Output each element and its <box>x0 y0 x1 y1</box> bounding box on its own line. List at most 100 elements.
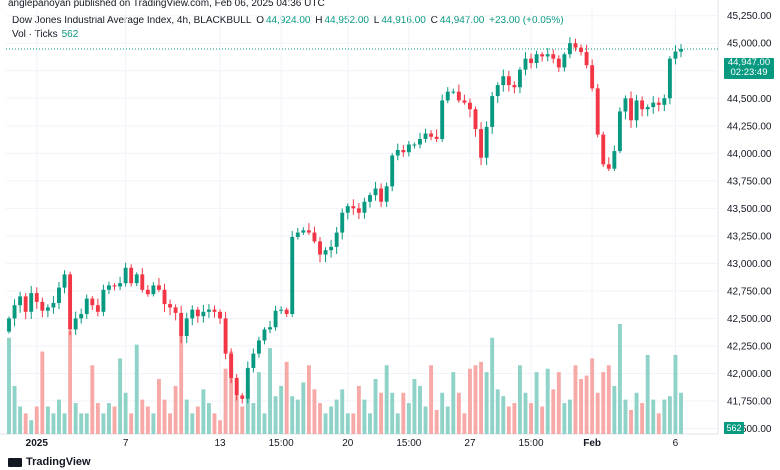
volume-bar <box>273 396 278 434</box>
ohlc-high-label: H <box>315 15 323 26</box>
candle-body <box>112 285 117 287</box>
volume-bar <box>95 403 100 434</box>
time-tick-label: 15:00 <box>519 438 544 449</box>
volume-bar <box>567 399 572 434</box>
candle-body <box>412 144 417 146</box>
candle-body <box>667 58 672 99</box>
price-tick-label: 44,250.00 <box>727 121 772 132</box>
candle-body <box>651 102 656 108</box>
volume-bar <box>340 389 345 434</box>
chart-grid <box>0 0 719 435</box>
volume-bar <box>662 399 667 434</box>
candle-body <box>273 310 278 328</box>
candle-body <box>445 91 450 101</box>
candle-body <box>629 98 633 121</box>
volume-bar <box>345 413 350 434</box>
volume-bar <box>540 406 545 434</box>
candle-body <box>306 230 311 233</box>
candle-body <box>134 274 139 284</box>
volume-bar <box>412 379 417 434</box>
candle-body <box>262 329 267 341</box>
ohlc-low: 44,916.00 <box>381 15 426 26</box>
candle-body <box>440 100 445 139</box>
symbol-legend: Dow Jones Industrial Average Index, 4h, … <box>12 15 566 26</box>
ohlc-close: 44,947.00 <box>439 15 485 26</box>
candle-body <box>90 298 95 306</box>
volume-bar <box>501 396 506 434</box>
candle-body <box>256 340 261 354</box>
time-tick-label: 6 <box>673 438 679 449</box>
volume-bar <box>318 403 322 434</box>
candle-body <box>123 267 128 284</box>
time-axis: 2025 7 13 15:00 20 15:00 27 15:00 Feb 6 <box>26 438 679 449</box>
volume-bar <box>162 399 167 434</box>
tradingview-logo-icon <box>8 457 22 467</box>
volume-bar <box>223 368 228 434</box>
candle-body <box>423 133 428 139</box>
volume-bar <box>12 385 17 434</box>
candle-body <box>495 85 500 97</box>
candle-body <box>223 318 228 354</box>
volume-bar <box>456 392 461 434</box>
candle-body <box>162 289 167 305</box>
candle-body <box>562 54 567 68</box>
candle-body <box>157 285 161 290</box>
price-tick-label: 43,750.00 <box>727 176 772 187</box>
volume-bar <box>556 372 561 434</box>
candle-body <box>79 314 84 319</box>
volume-bar <box>418 385 422 434</box>
volume-bar <box>329 406 334 434</box>
volume-bar <box>384 365 389 434</box>
candle-body <box>362 201 367 213</box>
candle-body <box>62 274 67 288</box>
volume-bar <box>612 385 617 434</box>
last-price-value: 44,947.00 <box>727 57 771 68</box>
price-tick-label: 42,000.00 <box>727 369 772 380</box>
volume-bar <box>640 403 645 434</box>
volume-bar <box>468 368 472 434</box>
ohlc-open-label: O <box>256 15 264 26</box>
volume-label[interactable]: Vol · Ticks <box>12 29 58 40</box>
candle-body <box>45 307 50 311</box>
candle-body <box>351 206 356 209</box>
volume-tag: 562 <box>724 422 744 434</box>
candle-body <box>206 309 211 312</box>
price-tick-label: 42,750.00 <box>727 286 772 297</box>
candle-body <box>529 58 533 64</box>
candle-body <box>51 303 56 308</box>
symbol-title[interactable]: Dow Jones Industrial Average Index, 4h, … <box>12 15 252 26</box>
candle-body <box>556 58 561 68</box>
candle-body <box>229 353 234 378</box>
time-tick-label: 2025 <box>26 438 49 449</box>
volume-bar <box>251 403 256 434</box>
candle-body <box>18 296 23 306</box>
volume-bar <box>107 403 111 434</box>
volume-bar <box>373 379 378 434</box>
candle-body <box>190 309 195 319</box>
candle-body <box>340 212 345 233</box>
candle-body <box>7 318 11 332</box>
candle-body <box>268 327 272 330</box>
candle-body <box>240 395 245 399</box>
candle-body <box>356 208 361 213</box>
candle-body <box>551 54 556 59</box>
volume-bar <box>562 403 567 434</box>
volume-bar <box>351 413 356 434</box>
candle-body <box>451 91 456 93</box>
volume-bar <box>212 413 217 434</box>
last-price-tag: 44,947.00 02:23:49 <box>724 58 774 79</box>
time-tick-label: 27 <box>464 438 476 449</box>
volume-bar <box>268 348 272 434</box>
ohlc-open: 44,924.00 <box>265 15 311 26</box>
volume-bar <box>168 413 173 434</box>
volume-bars <box>7 324 683 434</box>
candle-body <box>68 274 73 330</box>
price-tick-label: 43,500.00 <box>727 204 772 215</box>
candle-body <box>545 54 550 57</box>
volume-bar <box>401 392 406 434</box>
candle-body <box>23 296 28 312</box>
volume-bar <box>673 354 678 434</box>
candle-body <box>101 289 106 312</box>
candle-body <box>145 289 150 295</box>
